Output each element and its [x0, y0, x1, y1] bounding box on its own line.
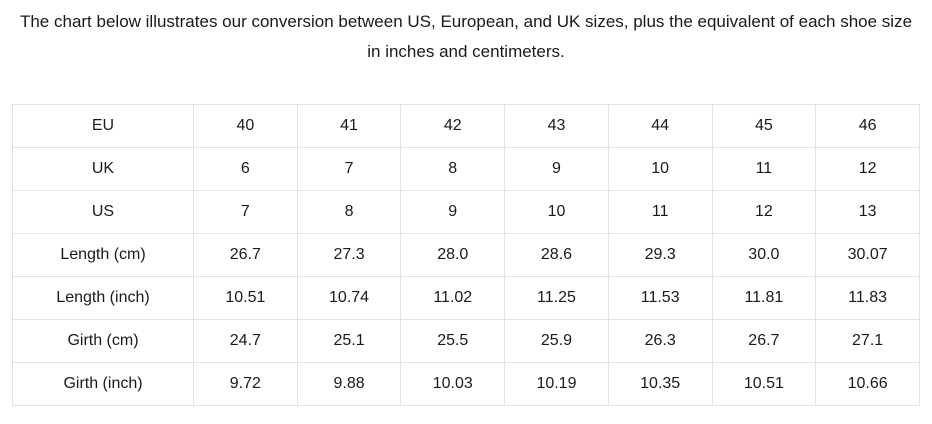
intro-text: The chart below illustrates our conversi…	[19, 12, 913, 61]
table-cell: 9	[400, 190, 506, 234]
table-cell: 26.3	[607, 319, 713, 363]
table-cell: 27.3	[296, 233, 402, 277]
table-cell: 46	[815, 104, 920, 148]
table-cell: 10.03	[400, 362, 506, 406]
table-cell: 10	[504, 190, 609, 234]
table-cell: 40	[193, 104, 298, 148]
table-cell: 28.0	[400, 233, 506, 277]
table-cell: 10.35	[607, 362, 713, 406]
table-cell: 43	[504, 104, 609, 148]
table-cell: 8	[296, 190, 402, 234]
table-row-girth-inch: Girth (inch) 9.72 9.88 10.03 10.19 10.35…	[12, 362, 920, 406]
row-label: US	[12, 190, 194, 234]
table-cell: 13	[815, 190, 920, 234]
table-cell: 11.81	[711, 276, 817, 320]
table-cell: 12	[815, 147, 920, 191]
table-cell: 30.07	[815, 233, 920, 277]
table-cell: 27.1	[815, 319, 920, 363]
table-cell: 7	[193, 190, 298, 234]
table-cell: 11.53	[607, 276, 713, 320]
table-cell: 42	[400, 104, 506, 148]
row-label: UK	[12, 147, 194, 191]
table-row-length-inch: Length (inch) 10.51 10.74 11.02 11.25 11…	[12, 276, 920, 320]
table-cell: 10.51	[711, 362, 817, 406]
table-row-girth-cm: Girth (cm) 24.7 25.1 25.5 25.9 26.3 26.7…	[12, 319, 920, 363]
row-label: Length (inch)	[12, 276, 194, 320]
table-cell: 11	[607, 190, 713, 234]
table-cell: 9	[504, 147, 609, 191]
table-row-uk: UK 6 7 8 9 10 11 12	[12, 147, 920, 191]
table-cell: 25.9	[504, 319, 609, 363]
row-label: Girth (inch)	[12, 362, 194, 406]
row-label: EU	[12, 104, 194, 148]
table-cell: 6	[193, 147, 298, 191]
table-cell: 41	[296, 104, 402, 148]
table-row-us: US 7 8 9 10 11 12 13	[12, 190, 920, 234]
table-cell: 10.19	[504, 362, 609, 406]
table-cell: 10.74	[296, 276, 402, 320]
table-cell: 10	[607, 147, 713, 191]
table-cell: 25.5	[400, 319, 506, 363]
table-cell: 11.25	[504, 276, 609, 320]
table-cell: 11	[711, 147, 817, 191]
row-label: Girth (cm)	[12, 319, 194, 363]
table-cell: 28.6	[504, 233, 609, 277]
table-row-length-cm: Length (cm) 26.7 27.3 28.0 28.6 29.3 30.…	[12, 233, 920, 277]
table-row-eu: EU 40 41 42 43 44 45 46	[12, 104, 920, 148]
table-cell: 24.7	[193, 319, 298, 363]
table-cell: 12	[711, 190, 817, 234]
row-label: Length (cm)	[12, 233, 194, 277]
table-cell: 10.66	[815, 362, 920, 406]
table-cell: 26.7	[711, 319, 817, 363]
table-cell: 25.1	[296, 319, 402, 363]
table-cell: 10.51	[193, 276, 298, 320]
table-cell: 7	[296, 147, 402, 191]
table-cell: 9.72	[193, 362, 298, 406]
table-cell: 26.7	[193, 233, 298, 277]
table-cell: 44	[607, 104, 713, 148]
table-cell: 8	[400, 147, 506, 191]
table-cell: 11.02	[400, 276, 506, 320]
table-cell: 45	[711, 104, 817, 148]
table-cell: 9.88	[296, 362, 402, 406]
table-cell: 11.83	[815, 276, 920, 320]
table-cell: 29.3	[607, 233, 713, 277]
table-cell: 30.0	[711, 233, 817, 277]
size-conversion-table: EU 40 41 42 43 44 45 46 UK 6 7 8 9 10 11…	[12, 104, 920, 406]
